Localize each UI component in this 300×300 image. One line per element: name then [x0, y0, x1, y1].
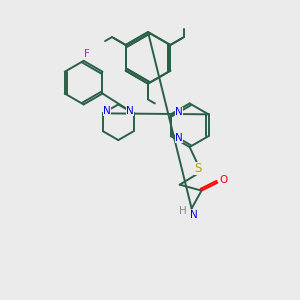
Text: N: N	[175, 107, 183, 117]
Text: N: N	[175, 133, 183, 143]
Text: O: O	[219, 175, 227, 185]
Text: H: H	[179, 206, 187, 216]
Text: N: N	[103, 106, 111, 116]
Text: N: N	[126, 106, 134, 116]
Text: N: N	[190, 210, 197, 220]
Text: F: F	[84, 49, 89, 59]
Text: S: S	[194, 162, 201, 175]
